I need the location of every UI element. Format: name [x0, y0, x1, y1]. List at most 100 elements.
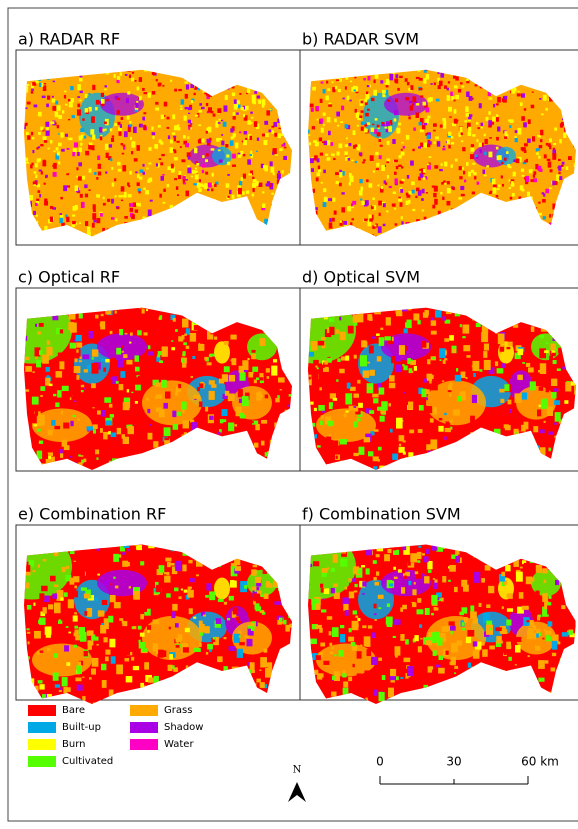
pixel-cluster: [569, 237, 572, 239]
pixel-cluster: [176, 442, 180, 445]
pixel-cluster: [402, 570, 405, 573]
pixel-cluster: [313, 158, 316, 160]
pixel-cluster: [221, 696, 223, 699]
pixel-cluster: [488, 92, 491, 96]
pixel-cluster: [515, 645, 521, 652]
pixel-cluster: [323, 599, 325, 600]
pixel-cluster: [312, 423, 315, 427]
pixel-cluster: [353, 693, 360, 703]
pixel-cluster: [58, 353, 64, 358]
pixel-cluster: [468, 119, 471, 121]
pixel-cluster: [169, 627, 171, 630]
pixel-cluster: [101, 358, 105, 361]
pixel-cluster: [528, 438, 534, 442]
pixel-cluster: [449, 420, 452, 423]
pixel-cluster: [564, 327, 568, 332]
pixel-cluster: [504, 384, 509, 391]
pixel-cluster: [394, 110, 398, 115]
pixel-cluster: [103, 305, 110, 310]
pixel-cluster: [74, 612, 77, 614]
pixel-cluster: [293, 596, 298, 600]
pixel-cluster: [149, 370, 155, 378]
pixel-cluster: [345, 393, 352, 404]
pixel-cluster: [242, 360, 248, 370]
pixel-cluster: [458, 362, 462, 368]
pixel-cluster: [235, 83, 237, 85]
pixel-cluster: [24, 565, 30, 572]
pixel-cluster: [104, 89, 107, 91]
pixel-cluster: [150, 424, 152, 426]
pixel-cluster: [91, 383, 96, 388]
pixel-cluster: [44, 183, 46, 185]
pixel-cluster: [47, 648, 50, 651]
pixel-cluster: [539, 632, 541, 636]
pixel-cluster: [554, 127, 557, 130]
pixel-cluster: [127, 549, 130, 551]
pixel-cluster: [539, 98, 541, 100]
pixel-cluster: [436, 99, 440, 102]
pixel-cluster: [140, 418, 143, 422]
pixel-cluster: [443, 146, 445, 148]
pixel-cluster: [236, 616, 240, 620]
pixel-cluster: [523, 343, 526, 346]
pixel-cluster: [272, 679, 278, 688]
pixel-cluster: [367, 122, 370, 125]
pixel-cluster: [126, 360, 132, 365]
pixel-cluster: [350, 81, 352, 83]
pixel-cluster: [427, 135, 431, 139]
pixel-cluster: [180, 106, 182, 107]
classified-map: [276, 296, 578, 476]
pixel-cluster: [515, 701, 520, 706]
pixel-cluster: [113, 554, 119, 562]
pixel-cluster: [191, 74, 195, 79]
pixel-cluster: [288, 188, 290, 190]
pixel-cluster: [267, 86, 269, 88]
pixel-cluster: [173, 136, 176, 138]
pixel-cluster: [95, 450, 99, 455]
pixel-cluster: [159, 194, 162, 198]
pixel-cluster: [248, 173, 252, 175]
pixel-cluster: [74, 633, 76, 637]
pixel-cluster: [461, 372, 466, 378]
pixel-cluster: [226, 640, 229, 644]
pixel-cluster: [537, 135, 541, 137]
pixel-cluster: [105, 650, 110, 655]
pixel-cluster: [72, 456, 79, 467]
pixel-cluster: [558, 218, 562, 222]
pixel-cluster: [312, 189, 315, 193]
pixel-cluster: [558, 172, 560, 175]
pixel-cluster: [561, 562, 564, 566]
pixel-cluster: [361, 121, 364, 125]
pixel-cluster: [139, 177, 142, 180]
pixel-cluster: [187, 446, 189, 448]
pixel-cluster: [375, 72, 379, 78]
pixel-cluster: [353, 145, 356, 149]
pixel-cluster: [71, 462, 77, 466]
pixel-cluster: [167, 572, 170, 575]
pixel-cluster: [267, 181, 270, 186]
pixel-cluster: [310, 705, 316, 713]
pixel-cluster: [23, 70, 27, 75]
pixel-cluster: [195, 439, 201, 445]
pixel-cluster: [217, 208, 220, 212]
pixel-cluster: [55, 306, 60, 311]
pixel-cluster: [147, 409, 150, 413]
pixel-cluster: [545, 189, 549, 193]
pixel-cluster: [475, 311, 478, 314]
pixel-cluster: [336, 75, 340, 80]
pixel-cluster: [110, 611, 112, 614]
pixel-cluster: [202, 82, 205, 84]
pixel-cluster: [555, 412, 561, 422]
pixel-cluster: [527, 139, 531, 143]
pixel-cluster: [550, 332, 552, 334]
pixel-cluster: [357, 465, 362, 472]
pixel-cluster: [72, 152, 75, 157]
pixel-cluster: [549, 214, 551, 218]
pixel-cluster: [101, 664, 106, 670]
pixel-cluster: [214, 184, 217, 187]
pixel-cluster: [212, 90, 215, 92]
pixel-cluster: [111, 138, 114, 142]
pixel-cluster: [539, 348, 546, 358]
pixel-cluster: [97, 156, 100, 160]
pixel-cluster: [459, 612, 464, 615]
